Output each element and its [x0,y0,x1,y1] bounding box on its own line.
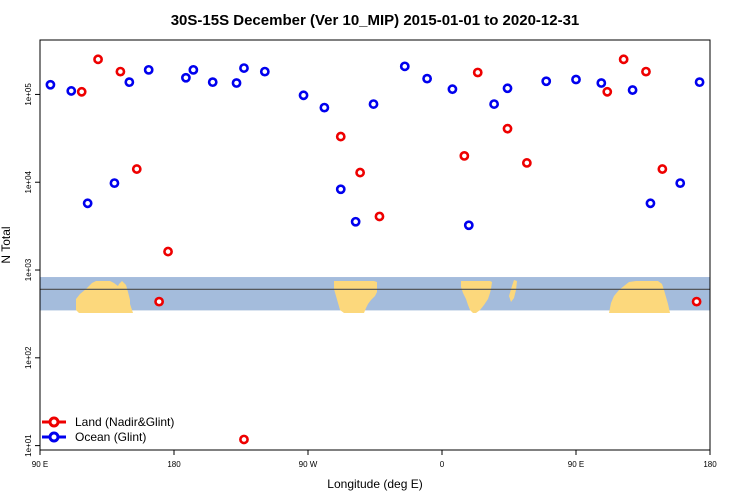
ocean-point [463,220,474,231]
ocean-point [66,86,77,96]
legend: Land (Nadir&Glint) Ocean (Glint) [42,415,174,444]
ocean-point [181,72,191,83]
y-tick-label: 1e+04 [24,170,33,193]
ocean-point [82,198,93,209]
land-point [163,246,173,257]
ocean-point [399,61,410,72]
land-point [618,54,629,65]
x-axis-label: Longitude (deg E) [327,477,422,491]
land-point [602,86,613,97]
land-point [355,167,366,178]
ocean-point [335,184,346,195]
land-point [521,158,532,168]
ocean-point [231,78,242,88]
y-axis-label: N Total [0,226,13,263]
land-point [691,296,702,307]
land-point [335,131,346,142]
x-tick-label: 180 [703,460,717,469]
ocean-point [143,64,154,75]
x-tick-label: 0 [440,460,445,469]
ocean-point [298,90,309,101]
legend-marker-land [48,416,60,428]
plot-frame [39,39,711,451]
ocean-point [627,85,638,95]
x-tick-label: 180 [167,460,181,469]
land-point [472,67,483,78]
ocean-point [188,64,199,75]
ocean-point [368,99,379,109]
land-point [502,123,513,134]
land-point [131,164,142,174]
legend-marker-ocean [48,431,60,443]
land-point [93,54,103,65]
ocean-point [596,78,607,88]
land-point [657,164,668,174]
ocean-point [45,79,56,90]
legend-item-land: Land (Nadir&Glint) [42,415,174,429]
legend-label-ocean: Ocean (Glint) [75,430,146,444]
y-axis: 1e+01 1e+02 1e+03 1e+04 1e+05 [24,83,40,457]
ocean-point [319,102,330,113]
chart-title: 30S-15S December (Ver 10_MIP) 2015-01-01… [171,12,580,29]
ocean-point [694,77,705,88]
ocean-point [675,178,686,189]
x-axis: 90 E 180 90 W 0 90 E 180 [32,450,717,469]
x-tick-label: 90 E [32,460,48,469]
land-point [641,66,651,77]
y-tick-label: 1e+01 [24,434,33,457]
ocean-point [259,66,270,77]
ocean-point [239,63,249,73]
ocean-point [207,77,218,88]
x-tick-label: 90 W [299,460,318,469]
y-tick-label: 1e+02 [24,346,33,369]
ocean-point [422,73,433,84]
land-point [115,66,126,77]
ocean-point [447,84,458,95]
ocean-point [350,216,361,227]
ocean-point [489,99,500,109]
x-tick-label: 90 E [568,460,584,469]
ocean-point [571,74,581,85]
ocean-point [109,178,120,189]
landmass-madagascar [509,280,517,302]
map-band [40,277,710,313]
legend-label-land: Land (Nadir&Glint) [75,415,174,429]
legend-item-ocean: Ocean (Glint) [42,430,146,444]
ocean-point [124,77,135,88]
land-point [459,150,470,161]
land-point [374,211,385,222]
ocean-point [645,198,656,209]
y-tick-label: 1e+05 [24,83,33,106]
land-point [239,434,249,445]
ocean-point [502,83,513,94]
land-point [76,86,87,97]
land-point [154,296,165,307]
y-tick-label: 1e+03 [24,258,33,281]
data-points [45,54,705,445]
ocean-point [541,76,552,87]
